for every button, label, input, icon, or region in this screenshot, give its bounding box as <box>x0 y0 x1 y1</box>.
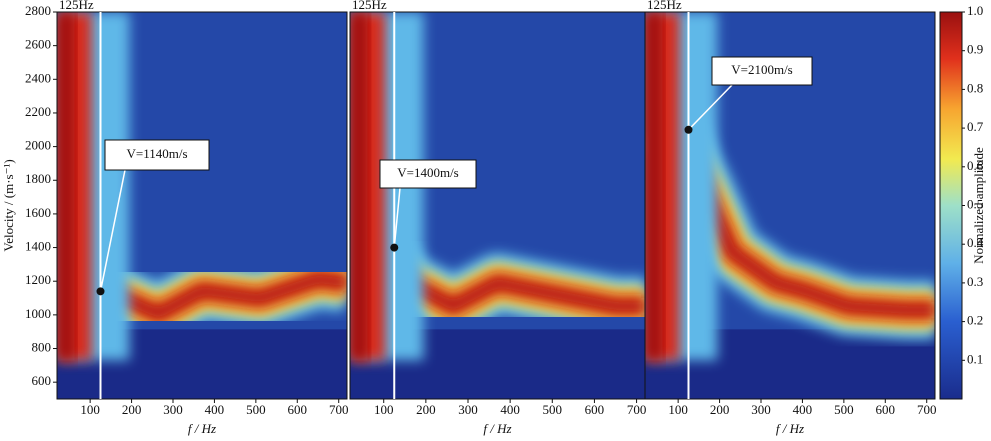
colorbar-tick-label: 0.3 <box>967 274 983 289</box>
frame <box>644 11 936 400</box>
x-tick-label: 300 <box>751 402 771 417</box>
x-tick-label: 500 <box>246 402 266 417</box>
colorbar-tick-label: 0.2 <box>967 313 983 328</box>
x-axis-label: f / Hz <box>188 421 216 436</box>
colorbar-tick-label: 1.0 <box>967 3 983 18</box>
frame <box>56 11 348 400</box>
picked-point <box>684 125 693 134</box>
y-tick-label: 1000 <box>25 306 51 321</box>
x-tick-label: 400 <box>500 402 520 417</box>
frequency-label: 125Hz <box>59 0 94 12</box>
colorbar-tick-label: 0.1 <box>967 351 983 366</box>
lowfreq <box>350 12 368 361</box>
x-tick-label: 100 <box>80 402 100 417</box>
colorbar <box>939 11 963 400</box>
y-tick-label: 1200 <box>25 272 51 287</box>
y-tick-label: 2600 <box>25 37 51 52</box>
frequency-label: 125Hz <box>352 0 387 12</box>
x-tick-label: 400 <box>793 402 813 417</box>
panel: 100 200 300 400 500 600 700 f / Hz 125Hz V=2100m/… <box>644 0 986 436</box>
x-tick-label: 100 <box>668 402 688 417</box>
y-tick-label: 1600 <box>25 205 51 220</box>
colorbar-tick-label: 0.7 <box>967 119 984 134</box>
colorbar-tick-label: 0.4 <box>967 235 984 250</box>
x-tick-label: 700 <box>329 402 349 417</box>
panel: 100 200 300 400 500 600 700 f / Hz 125Hz V=1400m/… <box>349 0 647 436</box>
y-tick-label: 2200 <box>25 104 51 119</box>
x-tick-label: 300 <box>163 402 183 417</box>
panel: 100 200 300 400 500 600 700 f / Hz 600 800 1000 120… <box>1 0 348 436</box>
annotation-label: V=2100m/s <box>731 62 793 77</box>
x-tick-label: 600 <box>288 402 308 417</box>
y-tick-label: 1400 <box>25 239 51 254</box>
picked-point <box>96 287 105 296</box>
y-tick-label: 2400 <box>25 70 51 85</box>
x-axis-label: f / Hz <box>483 421 511 436</box>
x-tick-label: 100 <box>374 402 394 417</box>
x-tick-label: 500 <box>834 402 854 417</box>
colorbar-tick-label: 0.6 <box>967 158 984 173</box>
picked-point <box>390 243 399 252</box>
annotation-box <box>711 56 813 86</box>
x-tick-label: 200 <box>416 402 436 417</box>
colorbar-label: Normalized amplitude <box>971 147 986 264</box>
annotation-label: V=1400m/s <box>397 165 459 180</box>
colorbar-tick-label: 0.5 <box>967 196 983 211</box>
annotation-label: V=1140m/s <box>126 146 187 161</box>
x-tick-label: 200 <box>710 402 730 417</box>
x-tick-label: 600 <box>585 402 605 417</box>
x-tick-label: 500 <box>543 402 563 417</box>
annotation-arrow <box>687 84 733 131</box>
x-tick-label: 700 <box>627 402 647 417</box>
annotation-box <box>379 159 477 189</box>
lowfreq <box>645 12 663 361</box>
colorbar-tick-label: 0.9 <box>967 42 983 57</box>
annotation-arrow <box>99 169 126 292</box>
x-axis-label: f / Hz <box>776 421 804 436</box>
y-tick-label: 2800 <box>25 3 51 18</box>
y-tick-label: 600 <box>32 373 52 388</box>
annotation-arrow <box>393 187 401 248</box>
heatmap <box>350 12 645 399</box>
y-tick-label: 2000 <box>25 138 51 153</box>
y-axis-label: Velocity / (m·s⁻¹) <box>1 159 16 251</box>
x-tick-label: 400 <box>205 402 225 417</box>
y-tick-label: 1800 <box>25 171 51 186</box>
lowfreq <box>57 12 75 361</box>
annotation-box <box>104 139 210 171</box>
y-tick-label: 800 <box>32 340 52 355</box>
x-tick-label: 600 <box>876 402 896 417</box>
x-tick-label: 700 <box>917 402 937 417</box>
colorbar-tick-label: 0.8 <box>967 80 983 95</box>
x-tick-label: 300 <box>458 402 478 417</box>
x-tick-label: 200 <box>122 402 142 417</box>
frequency-label: 125Hz <box>647 0 682 12</box>
heatmap <box>57 12 347 399</box>
